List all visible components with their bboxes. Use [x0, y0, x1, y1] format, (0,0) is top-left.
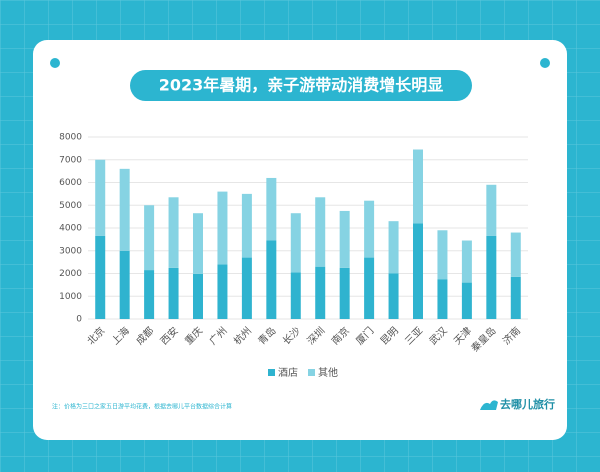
- y-tick-label: 8000: [59, 133, 82, 143]
- bar-segment: [315, 197, 326, 267]
- chart-title: 2023年暑期，亲子游带动消费增长明显: [159, 76, 444, 95]
- bar-segment: [413, 149, 423, 224]
- bar-segment: [388, 221, 399, 274]
- y-tick-label: 7000: [59, 155, 82, 165]
- bar-segment: [364, 257, 375, 319]
- bar-segment: [437, 230, 448, 280]
- dot: [540, 58, 550, 68]
- bar-segment: [388, 273, 399, 319]
- y-tick-label: 6000: [59, 178, 82, 188]
- legend-swatch: [268, 369, 275, 376]
- bar-segment: [510, 276, 521, 319]
- bar-segment: [339, 210, 350, 268]
- bar-segment: [241, 193, 252, 258]
- bar-segment: [193, 213, 203, 274]
- bar-segment: [95, 235, 106, 319]
- bar-segment: [510, 232, 521, 277]
- bar-segment: [119, 168, 130, 251]
- dot: [50, 58, 60, 68]
- bar-segment: [461, 282, 472, 319]
- bar-segment: [266, 240, 277, 319]
- bar-segment: [95, 159, 106, 236]
- bar-segment: [339, 267, 350, 319]
- y-tick-label: 0: [76, 315, 82, 325]
- bar-segment: [217, 264, 228, 319]
- legend-label: 其他: [318, 366, 338, 379]
- bar-segment: [193, 273, 203, 319]
- logo-icon: [480, 400, 498, 410]
- bar-segment: [241, 257, 252, 319]
- y-tick-label: 5000: [59, 201, 82, 211]
- title-pill: [130, 70, 472, 101]
- bar-segment: [486, 235, 497, 319]
- bar-segment: [168, 267, 179, 319]
- y-tick-label: 1000: [59, 292, 82, 302]
- footnote: 注：价格为三口之家五日游平均花费，根据去哪儿平台数据综合计算: [52, 403, 232, 411]
- bar-segment: [168, 197, 179, 268]
- y-tick-label: 2000: [59, 269, 82, 279]
- bar-segment: [290, 272, 301, 319]
- bar-segment: [461, 240, 472, 283]
- bar-segment: [437, 279, 448, 319]
- bar-segment: [413, 223, 423, 319]
- bar-segment: [266, 177, 277, 241]
- bar-segment: [144, 270, 155, 319]
- brand: 去哪儿旅行: [500, 397, 555, 411]
- legend-label: 酒店: [278, 366, 298, 379]
- bar-segment: [144, 205, 155, 271]
- y-tick-label: 3000: [59, 246, 82, 256]
- bar-segment: [119, 250, 130, 319]
- bar-segment: [315, 266, 326, 319]
- y-tick-label: 4000: [59, 224, 82, 234]
- legend-swatch: [308, 369, 315, 376]
- bar-segment: [217, 191, 228, 265]
- bar-segment: [290, 213, 301, 273]
- bar-segment: [364, 200, 375, 258]
- bar-segment: [486, 184, 497, 236]
